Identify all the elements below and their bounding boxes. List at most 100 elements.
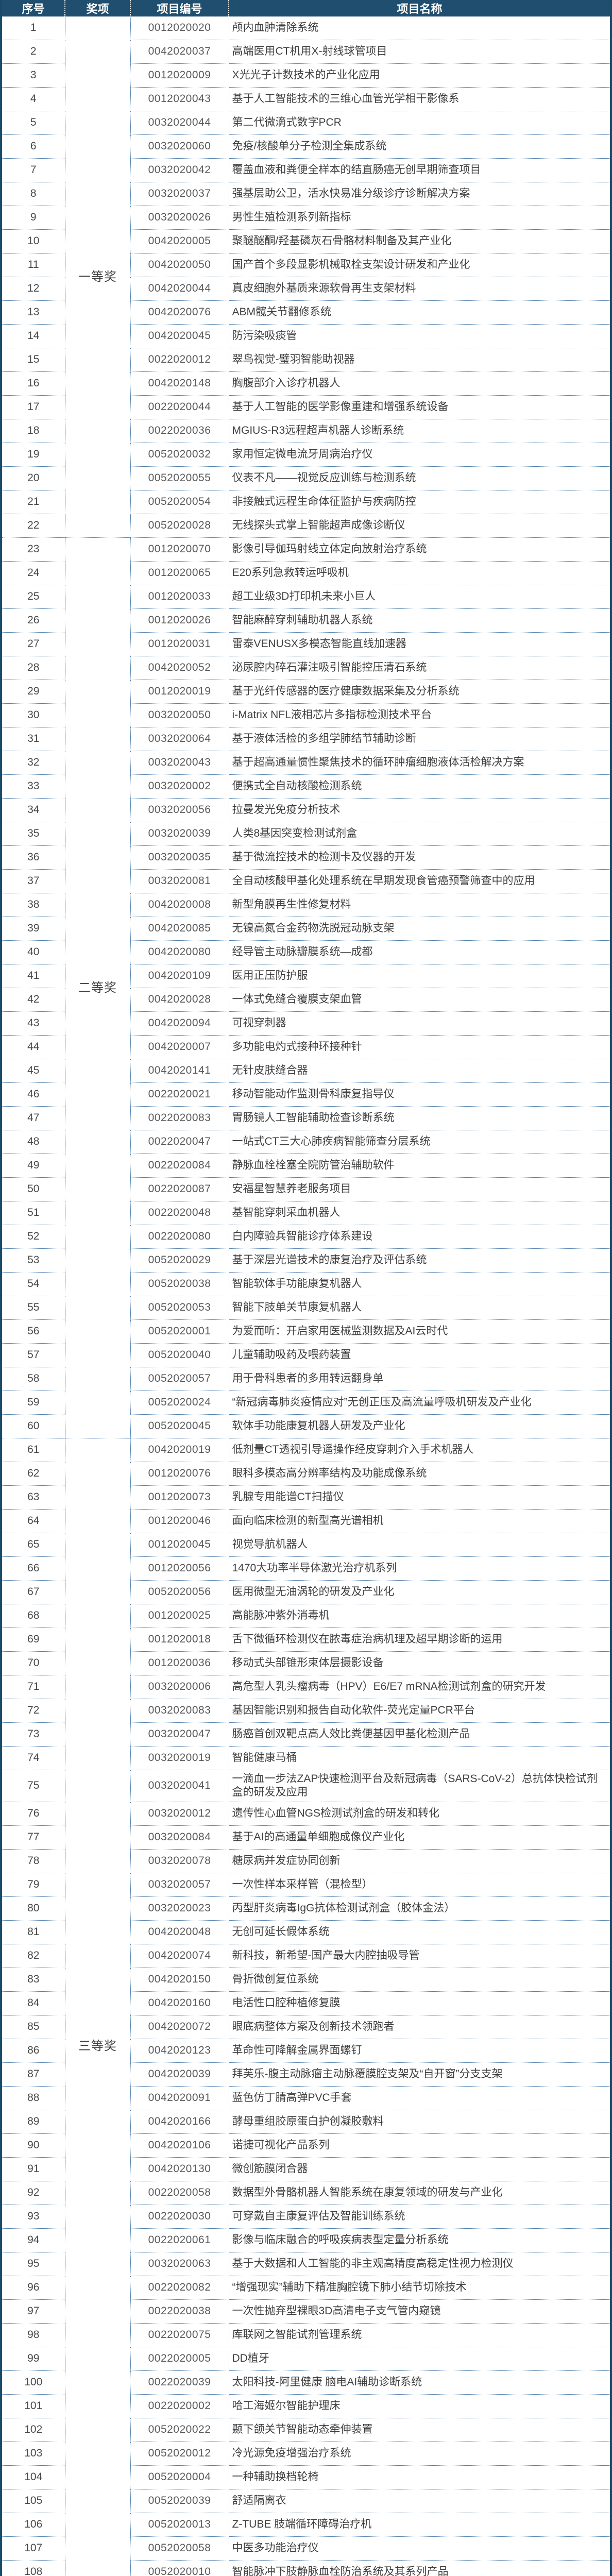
project-code-cell: 0012020065 <box>130 562 229 585</box>
project-name-cell: 智能脉冲下肢静脉血栓防治系统及其系列产品 <box>229 2560 610 2576</box>
serial-cell: 92 <box>2 2181 65 2205</box>
project-name-cell: 基因智能识别和报告自动化软件-荧光定量PCR平台 <box>229 1699 610 1723</box>
project-code-cell: 0052020029 <box>130 1249 229 1273</box>
project-name-cell: 可穿戴自主康复评估及智能训练系统 <box>229 2205 610 2228</box>
project-name-cell: 遗传性心血管NGS检测试剂盒的研发和转化 <box>229 1802 610 1825</box>
serial-cell: 89 <box>2 2110 65 2133</box>
project-name-cell: 高能脉冲紫外消毒机 <box>229 1604 610 1628</box>
project-code-cell: 0042020076 <box>130 301 229 325</box>
project-code-cell: 0032020083 <box>130 1699 229 1723</box>
serial-cell: 43 <box>2 1012 65 1036</box>
serial-cell: 24 <box>2 562 65 585</box>
project-name-cell: 强基层助公卫，活水快易准分级诊疗诊断解决方案 <box>229 182 610 206</box>
column-header-project-name: 项目名称 <box>229 0 610 16</box>
serial-cell: 34 <box>2 799 65 822</box>
serial-cell: 98 <box>2 2323 65 2347</box>
project-name-cell: 移动式头部锥形束体层摄影设备 <box>229 1652 610 1675</box>
project-name-cell: 影像与临床融合的呼吸疾病表型定量分析系统 <box>229 2228 610 2252</box>
column-header-award: 奖项 <box>65 0 130 16</box>
project-code-cell: 0042020148 <box>130 372 229 396</box>
project-name-cell: 革命性可降解金属界面螺钉 <box>229 2039 610 2062</box>
project-name-cell: 智能软体手功能康复机器人 <box>229 1273 610 1296</box>
project-code-cell: 0022020075 <box>130 2323 229 2347</box>
serial-cell: 85 <box>2 2015 65 2039</box>
serial-cell: 73 <box>2 1723 65 1747</box>
project-name-cell: 新科技，新希望-国产最大内腔抽吸导管 <box>229 1944 610 1968</box>
serial-cell: 45 <box>2 1059 65 1083</box>
project-code-cell: 0032020081 <box>130 870 229 893</box>
project-code-cell: 0052020038 <box>130 1273 229 1296</box>
project-name-cell: 软体手功能康复机器人研发及产业化 <box>229 1415 610 1438</box>
serial-cell: 87 <box>2 2062 65 2086</box>
project-code-cell: 0032020002 <box>130 775 229 799</box>
serial-cell: 78 <box>2 1849 65 1873</box>
project-code-cell: 0022020038 <box>130 2299 229 2323</box>
project-code-cell: 0052020013 <box>130 2513 229 2536</box>
serial-cell: 103 <box>2 2442 65 2465</box>
serial-cell: 106 <box>2 2513 65 2536</box>
serial-cell: 40 <box>2 941 65 964</box>
serial-cell: 86 <box>2 2039 65 2062</box>
project-name-cell: 低剂量CT透视引导遥操作经皮穿刺介入手术机器人 <box>229 1438 610 1462</box>
serial-cell: 35 <box>2 822 65 846</box>
serial-cell: 97 <box>2 2299 65 2323</box>
serial-cell: 6 <box>2 135 65 159</box>
project-name-cell: 基智能穿刺采血机器人 <box>229 1201 610 1225</box>
project-code-cell: 0022020005 <box>130 2347 229 2370</box>
project-name-cell: 聚醚醚酮/羟基磷灰石骨骼材料制备及其产业化 <box>229 230 610 253</box>
project-code-cell: 0022020061 <box>130 2228 229 2252</box>
project-name-cell: 视觉导航机器人 <box>229 1533 610 1557</box>
project-code-cell: 0032020047 <box>130 1723 229 1747</box>
project-code-cell: 0012020045 <box>130 1533 229 1557</box>
serial-cell: 64 <box>2 1510 65 1533</box>
project-code-cell: 0052020024 <box>130 1391 229 1415</box>
project-name-cell: 防污染吸痰管 <box>229 325 610 348</box>
project-code-cell: 0012020031 <box>130 633 229 656</box>
project-code-cell: 0042020044 <box>130 277 229 301</box>
project-code-cell: 0022020044 <box>130 396 229 419</box>
serial-cell: 96 <box>2 2276 65 2299</box>
serial-cell: 49 <box>2 1154 65 1178</box>
project-name-cell: 智能麻醉穿刺辅助机器人系统 <box>229 609 610 633</box>
project-code-cell: 0032020043 <box>130 751 229 775</box>
project-code-cell: 0032020084 <box>130 1825 229 1849</box>
project-code-cell: 0042020091 <box>130 2086 229 2110</box>
project-name-cell: 颞下颌关节智能动态牵伸装置 <box>229 2418 610 2442</box>
serial-cell: 10 <box>2 230 65 253</box>
project-code-cell: 0012020009 <box>130 64 229 88</box>
project-code-cell: 0042020085 <box>130 917 229 941</box>
column-header-serial: 序号 <box>2 0 65 16</box>
serial-cell: 53 <box>2 1249 65 1273</box>
project-name-cell: 数据型外骨骼机器人智能系统在康复领域的研发与产业化 <box>229 2181 610 2205</box>
project-name-cell: X光光子计数技术的产业化应用 <box>229 64 610 88</box>
project-code-cell: 0052020032 <box>130 443 229 467</box>
project-name-cell: 一滴血一步法ZAP快速检测平台及新冠病毒（SARS-CoV-2）总抗体快检试剂盒… <box>229 1770 610 1802</box>
project-code-cell: 0042020007 <box>130 1036 229 1059</box>
serial-cell: 63 <box>2 1486 65 1510</box>
serial-cell: 30 <box>2 704 65 727</box>
project-name-cell: 胸腹部介入诊疗机器人 <box>229 372 610 396</box>
serial-cell: 32 <box>2 751 65 775</box>
project-name-cell: 无创可延长假体系统 <box>229 1920 610 1944</box>
serial-cell: 66 <box>2 1557 65 1581</box>
project-code-cell: 0052020045 <box>130 1415 229 1438</box>
project-name-cell: 基于人工智能的医学影像重建和增强系统设备 <box>229 396 610 419</box>
project-code-cell: 0042020074 <box>130 1944 229 1968</box>
serial-cell: 48 <box>2 1130 65 1154</box>
serial-cell: 68 <box>2 1604 65 1628</box>
serial-cell: 83 <box>2 1968 65 1991</box>
project-code-cell: 0032020044 <box>130 111 229 135</box>
project-code-cell: 0022020030 <box>130 2205 229 2228</box>
serial-cell: 91 <box>2 2157 65 2181</box>
project-code-cell: 0012020046 <box>130 1510 229 1533</box>
project-name-cell: DD植牙 <box>229 2347 610 2370</box>
serial-cell: 58 <box>2 1367 65 1391</box>
project-code-cell: 0042020052 <box>130 656 229 680</box>
serial-cell: 39 <box>2 917 65 941</box>
serial-cell: 11 <box>2 253 65 277</box>
serial-cell: 1 <box>2 16 65 40</box>
serial-cell: 42 <box>2 988 65 1012</box>
serial-cell: 50 <box>2 1178 65 1201</box>
serial-cell: 60 <box>2 1415 65 1438</box>
